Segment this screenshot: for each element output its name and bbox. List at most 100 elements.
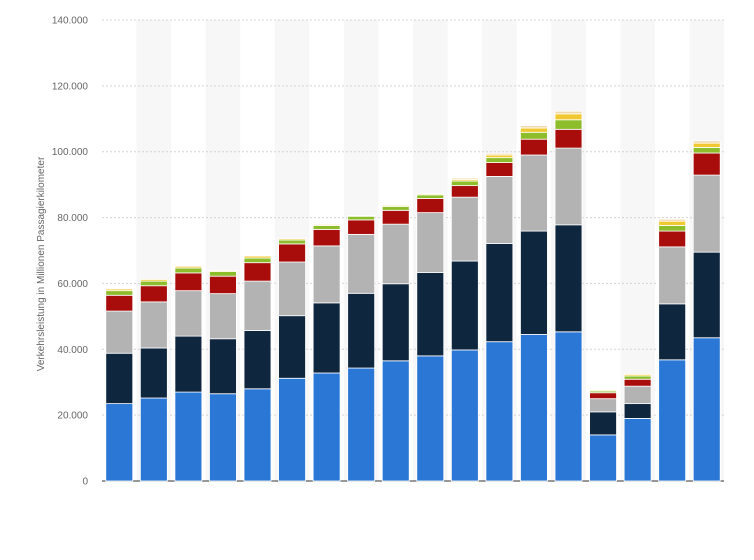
bar-segment[interactable] — [450, 180, 479, 187]
bar-segment[interactable] — [278, 377, 306, 482]
bar-segment[interactable] — [485, 162, 514, 177]
bar-segment[interactable] — [312, 372, 341, 482]
bar-segment[interactable] — [554, 113, 583, 121]
bar-segment[interactable] — [243, 330, 272, 390]
bar-segment[interactable] — [416, 212, 445, 273]
bar-segment[interactable] — [520, 127, 548, 133]
bar-segment[interactable] — [139, 301, 168, 349]
bar-segment[interactable] — [416, 355, 445, 482]
bar-segment[interactable] — [105, 288, 134, 292]
bar-segment[interactable] — [209, 293, 237, 340]
bar-segment[interactable] — [658, 230, 687, 248]
bar-segment[interactable] — [658, 246, 687, 305]
bar-segment[interactable] — [105, 310, 134, 354]
bar-segment[interactable] — [416, 198, 445, 214]
bar-segment[interactable] — [692, 337, 721, 482]
bar-segment[interactable] — [105, 290, 134, 296]
bar-segment[interactable] — [623, 372, 652, 375]
bar-segment[interactable] — [347, 215, 376, 221]
bar-segment[interactable] — [554, 147, 583, 226]
bar-segment[interactable] — [139, 280, 168, 287]
bar-segment[interactable] — [139, 279, 168, 282]
bar-segment[interactable] — [312, 229, 341, 247]
bar-segment[interactable] — [139, 347, 168, 399]
bar-segment[interactable] — [278, 315, 306, 379]
bar-segment[interactable] — [692, 147, 721, 154]
bar-segment[interactable] — [520, 334, 548, 482]
bar-segment[interactable] — [692, 251, 721, 339]
bar-segment[interactable] — [658, 220, 687, 226]
bar-segment[interactable] — [278, 239, 306, 245]
bar-segment[interactable] — [623, 418, 652, 482]
bar-segment[interactable] — [520, 125, 548, 129]
bar-segment[interactable] — [347, 215, 376, 217]
bar-segment[interactable] — [658, 218, 687, 222]
bar-segment[interactable] — [209, 338, 237, 395]
bar-segment[interactable] — [623, 403, 652, 419]
bar-segment[interactable] — [209, 271, 237, 277]
bar-segment[interactable] — [450, 185, 479, 198]
bar-segment[interactable] — [381, 204, 410, 207]
bar-segment[interactable] — [312, 302, 341, 374]
bar-segment[interactable] — [623, 385, 652, 405]
bar-segment[interactable] — [554, 110, 583, 115]
bar-segment[interactable] — [554, 331, 583, 482]
bar-segment[interactable] — [278, 243, 306, 263]
bar-segment[interactable] — [692, 140, 721, 144]
bar-segment[interactable] — [554, 128, 583, 149]
bar-segment[interactable] — [416, 194, 445, 199]
bar-segment[interactable] — [450, 177, 479, 180]
bar-segment[interactable] — [243, 257, 272, 264]
bar-segment[interactable] — [623, 375, 652, 380]
bar-segment[interactable] — [520, 154, 548, 232]
bar-segment[interactable] — [416, 193, 445, 196]
bar-segment[interactable] — [243, 255, 272, 259]
bar-segment[interactable] — [312, 224, 341, 226]
bar-segment[interactable] — [381, 283, 410, 362]
bar-segment[interactable] — [174, 265, 203, 269]
bar-segment[interactable] — [450, 349, 479, 482]
bar-segment[interactable] — [278, 238, 306, 241]
bar-segment[interactable] — [589, 398, 617, 413]
bar-segment[interactable] — [381, 223, 410, 285]
bar-segment[interactable] — [692, 152, 721, 176]
bar-segment[interactable] — [174, 290, 203, 337]
bar-segment[interactable] — [381, 205, 410, 211]
bar-segment[interactable] — [105, 352, 134, 405]
bar-segment[interactable] — [589, 389, 617, 391]
bar-segment[interactable] — [278, 261, 306, 317]
bar-segment[interactable] — [174, 272, 203, 292]
bar-segment[interactable] — [105, 294, 134, 312]
bar-segment[interactable] — [209, 270, 237, 272]
bar-segment[interactable] — [485, 243, 514, 343]
bar-segment[interactable] — [450, 260, 479, 351]
bar-segment[interactable] — [658, 225, 687, 232]
bar-segment[interactable] — [416, 272, 445, 357]
bar-segment[interactable] — [347, 219, 376, 235]
bar-segment[interactable] — [623, 378, 652, 387]
bar-segment[interactable] — [105, 403, 134, 482]
bar-segment[interactable] — [243, 388, 272, 482]
bar-segment[interactable] — [692, 142, 721, 148]
bar-segment[interactable] — [174, 335, 203, 393]
bar-segment[interactable] — [485, 341, 514, 482]
bar-segment[interactable] — [347, 233, 376, 294]
bar-segment[interactable] — [450, 196, 479, 262]
bar-segment[interactable] — [174, 391, 203, 482]
bar-segment[interactable] — [485, 152, 514, 156]
bar-segment[interactable] — [485, 176, 514, 244]
bar-segment[interactable] — [174, 267, 203, 274]
bar-segment[interactable] — [312, 225, 341, 230]
bar-segment[interactable] — [209, 275, 237, 295]
bar-segment[interactable] — [139, 397, 168, 482]
bar-segment[interactable] — [139, 285, 168, 303]
bar-segment[interactable] — [658, 359, 687, 482]
bar-segment[interactable] — [554, 224, 583, 333]
bar-segment[interactable] — [381, 209, 410, 225]
bar-segment[interactable] — [589, 411, 617, 436]
bar-segment[interactable] — [520, 138, 548, 156]
bar-segment[interactable] — [243, 262, 272, 282]
bar-segment[interactable] — [692, 174, 721, 253]
bar-segment[interactable] — [589, 434, 617, 482]
bar-segment[interactable] — [485, 157, 514, 163]
